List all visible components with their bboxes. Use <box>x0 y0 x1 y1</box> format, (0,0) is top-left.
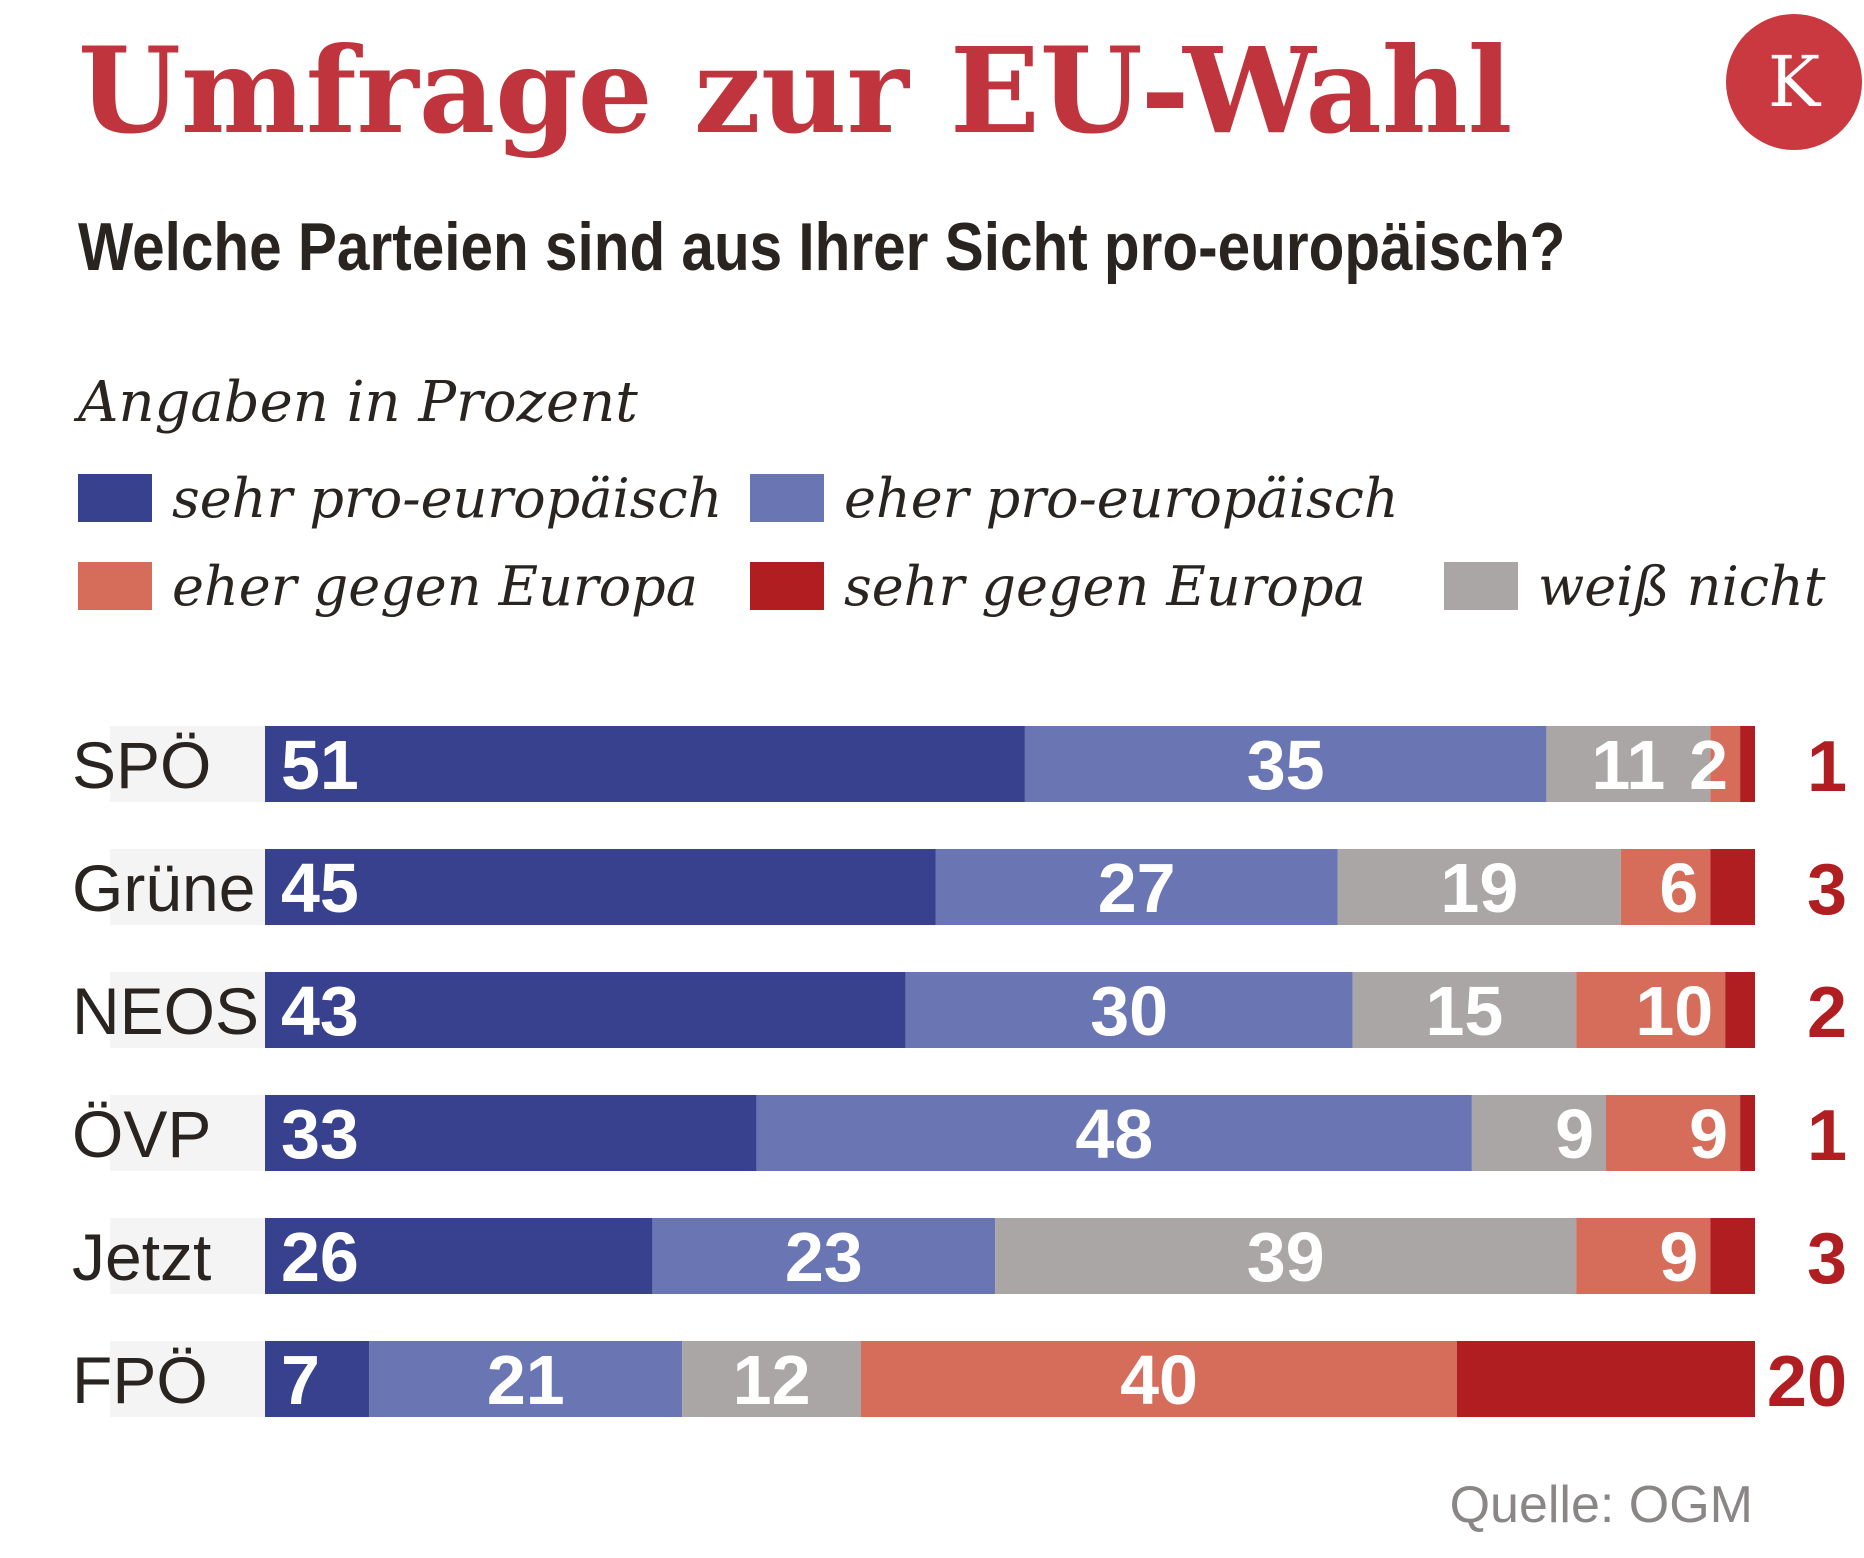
legend-swatch <box>78 562 152 610</box>
data-label-jetzt-weiß-nicht: 39 <box>1247 1218 1325 1296</box>
legend-item-sehr-pro: sehr pro-europäisch <box>78 466 723 530</box>
bar-segment-övp-eher-pro-europäisch <box>756 1095 1472 1171</box>
bar-segment-fpö-sehr-gegen-europa <box>1457 1341 1755 1417</box>
bar-segment-neos-weiß-nicht <box>1352 972 1577 1048</box>
category-label-jetzt: Jetzt <box>72 1220 211 1294</box>
legend-label: sehr pro-europäisch <box>172 466 723 530</box>
bar-segment-jetzt-eher-pro-europäisch <box>652 1218 996 1294</box>
legend-swatch <box>1444 562 1518 610</box>
bar-segment-spö-eher-gegen-europa <box>1710 726 1741 802</box>
bar-segment-övp-sehr-gegen-europa <box>1740 1095 1755 1171</box>
data-label-neos-sehr-pro-europäisch: 43 <box>281 972 359 1050</box>
category-label-neos: NEOS <box>72 974 259 1048</box>
brand-logo: K <box>1726 14 1862 150</box>
data-label-fpö-sehr-pro-europäisch: 7 <box>281 1341 320 1419</box>
legend-label: weiß nicht <box>1538 554 1826 618</box>
legend-label: eher gegen Europa <box>172 554 698 618</box>
bar-segment-jetzt-eher-gegen-europa <box>1576 1218 1711 1294</box>
chart-subtitle: Welche Parteien sind aus Ihrer Sicht pro… <box>78 209 1566 285</box>
category-label-fpö: FPÖ <box>72 1343 208 1417</box>
data-label-grüne-sehr-pro-europäisch: 45 <box>281 849 359 927</box>
data-label-jetzt-sehr-pro-europäisch: 26 <box>281 1218 359 1296</box>
legend-swatch <box>750 474 824 522</box>
outside-label-övp-sehr-gegen-europa: 1 <box>1807 1096 1847 1176</box>
legend-item-eher-gegen: eher gegen Europa <box>78 554 698 618</box>
outside-label-jetzt-sehr-gegen-europa: 3 <box>1807 1219 1847 1299</box>
data-label-fpö-weiß-nicht: 12 <box>733 1341 811 1419</box>
bar-segment-övp-weiß-nicht <box>1471 1095 1606 1171</box>
data-label-neos-eher-gegen-europa: 10 <box>1635 972 1713 1050</box>
data-label-neos-weiß-nicht: 15 <box>1426 972 1504 1050</box>
legend-label: sehr gegen Europa <box>844 554 1366 618</box>
bar-segment-fpö-eher-gegen-europa <box>861 1341 1457 1417</box>
bar-segment-spö-weiß-nicht <box>1546 726 1711 802</box>
bar-segment-spö-eher-pro-europäisch <box>1024 726 1547 802</box>
legend-swatch <box>750 562 824 610</box>
data-label-fpö-eher-gegen-europa: 40 <box>1120 1341 1198 1419</box>
chart-title: Umfrage zur EU-Wahl <box>78 21 1513 160</box>
legend-label: eher pro-europäisch <box>844 466 1399 530</box>
data-label-fpö-eher-pro-europäisch: 21 <box>487 1341 565 1419</box>
bar-segment-fpö-sehr-pro-europäisch <box>265 1341 370 1417</box>
data-label-spö-eher-gegen-europa: 2 <box>1689 726 1728 804</box>
data-label-jetzt-eher-pro-europäisch: 23 <box>785 1218 863 1296</box>
data-label-övp-sehr-pro-europäisch: 33 <box>281 1095 359 1173</box>
category-backdrop-grüne <box>110 849 265 925</box>
data-label-spö-sehr-pro-europäisch: 51 <box>281 726 359 804</box>
bar-segment-grüne-sehr-pro-europäisch <box>265 849 936 925</box>
category-label-grüne: Grüne <box>72 851 255 925</box>
bar-segment-neos-sehr-pro-europäisch <box>265 972 906 1048</box>
bar-segment-grüne-weiß-nicht <box>1337 849 1621 925</box>
data-label-övp-weiß-nicht: 9 <box>1555 1095 1594 1173</box>
data-label-grüne-weiß-nicht: 19 <box>1440 849 1518 927</box>
legend-item-sehr-gegen: sehr gegen Europa <box>750 554 1366 618</box>
category-label-övp: ÖVP <box>72 1097 211 1171</box>
data-label-övp-eher-pro-europäisch: 48 <box>1075 1095 1153 1173</box>
category-backdrop-övp <box>110 1095 265 1171</box>
bar-segment-grüne-eher-gegen-europa <box>1620 849 1711 925</box>
data-label-grüne-eher-gegen-europa: 6 <box>1659 849 1698 927</box>
legend-swatch <box>78 474 152 522</box>
category-backdrop-neos <box>110 972 265 1048</box>
category-label-spö: SPÖ <box>72 728 211 802</box>
legend-item-weiss-nicht: weiß nicht <box>1444 554 1826 618</box>
bar-segment-övp-sehr-pro-europäisch <box>265 1095 757 1171</box>
outside-label-grüne-sehr-gegen-europa: 3 <box>1807 850 1847 930</box>
data-label-grüne-eher-pro-europäisch: 27 <box>1098 849 1176 927</box>
category-backdrop-spö <box>110 726 265 802</box>
source-note: Quelle: OGM <box>1449 1476 1753 1534</box>
category-backdrop-jetzt <box>110 1218 265 1294</box>
bar-segment-neos-eher-pro-europäisch <box>905 972 1353 1048</box>
outside-label-fpö-sehr-gegen-europa: 20 <box>1767 1342 1847 1422</box>
bar-segment-fpö-weiß-nicht <box>682 1341 861 1417</box>
category-backdrop-fpö <box>110 1341 265 1417</box>
data-label-jetzt-eher-gegen-europa: 9 <box>1659 1218 1698 1296</box>
data-label-neos-eher-pro-europäisch: 30 <box>1090 972 1168 1050</box>
bar-segment-jetzt-sehr-gegen-europa <box>1710 1218 1755 1294</box>
legend-item-eher-pro: eher pro-europäisch <box>750 466 1399 530</box>
bar-segment-fpö-eher-pro-europäisch <box>369 1341 683 1417</box>
outside-label-spö-sehr-gegen-europa: 1 <box>1807 727 1847 807</box>
bar-segment-övp-eher-gegen-europa <box>1606 1095 1741 1171</box>
bar-segment-spö-sehr-gegen-europa <box>1740 726 1755 802</box>
bar-segment-jetzt-sehr-pro-europäisch <box>265 1218 653 1294</box>
bar-segment-jetzt-weiß-nicht <box>995 1218 1577 1294</box>
unit-note: Angaben in Prozent <box>78 370 638 435</box>
bar-segment-grüne-sehr-gegen-europa <box>1710 849 1755 925</box>
data-label-spö-eher-pro-europäisch: 35 <box>1247 726 1325 804</box>
outside-label-neos-sehr-gegen-europa: 2 <box>1807 973 1847 1053</box>
bar-segment-spö-sehr-pro-europäisch <box>265 726 1025 802</box>
data-label-spö-weiß-nicht: 11 <box>1591 726 1665 804</box>
data-label-övp-eher-gegen-europa: 9 <box>1689 1095 1728 1173</box>
bar-segment-grüne-eher-pro-europäisch <box>935 849 1338 925</box>
bar-segment-neos-sehr-gegen-europa <box>1725 972 1755 1048</box>
bar-segment-neos-eher-gegen-europa <box>1576 972 1726 1048</box>
